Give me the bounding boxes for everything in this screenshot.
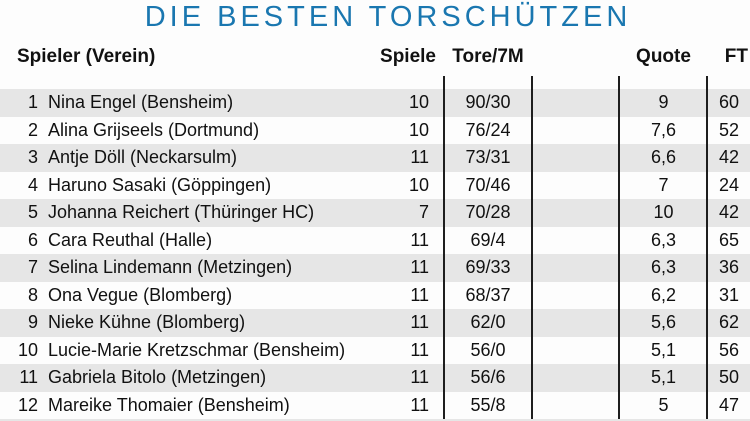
table-body: 1 Nina Engel (Bensheim) 10 90/30 9 60 2 …	[0, 89, 750, 419]
column-header-games: Spiele	[380, 46, 436, 67]
column-header-player: Spieler (Verein)	[17, 46, 156, 67]
games-cell: 11	[410, 284, 429, 305]
quote-cell: 6,2	[650, 284, 677, 305]
player-cell: Nina Engel (Bensheim)	[48, 92, 234, 113]
games-cell: 11	[410, 257, 429, 278]
goals-cell: 90/30	[465, 92, 511, 113]
column-divider-games-goals	[443, 76, 445, 421]
rank-cell: 5	[27, 202, 38, 223]
page-title: DIE BESTEN TORSCHÜTZEN	[144, 1, 632, 33]
table-row: 10 Lucie-Marie Kretzschmar (Bensheim) 11…	[0, 337, 750, 365]
column-divider-empty-quote	[618, 76, 620, 421]
games-cell: 11	[410, 394, 429, 415]
games-cell: 11	[410, 339, 429, 360]
table-row: 4 Haruno Sasaki (Göppingen) 10 70/46 7 2…	[0, 172, 750, 200]
column-header-quote: Quote	[636, 46, 691, 67]
goals-cell: 69/4	[470, 229, 506, 250]
ft-cell: 60	[718, 92, 740, 113]
player-cell: Mareike Thomaier (Bensheim)	[48, 394, 290, 415]
rank-cell: 1	[27, 92, 38, 113]
goals-cell: 62/0	[470, 312, 506, 333]
rank-cell: 3	[27, 147, 38, 168]
goals-cell: 73/31	[465, 147, 511, 168]
quote-cell: 6,6	[650, 147, 677, 168]
column-divider-goals-empty	[531, 76, 533, 421]
ft-cell: 42	[718, 147, 740, 168]
player-cell: Cara Reuthal (Halle)	[48, 229, 213, 250]
rank-cell: 9	[27, 312, 38, 333]
quote-cell: 5	[658, 394, 669, 415]
quote-cell: 6,3	[650, 257, 677, 278]
games-cell: 11	[410, 367, 429, 388]
rank-cell: 4	[27, 174, 38, 195]
rank-cell: 12	[17, 394, 38, 415]
ft-cell: 42	[718, 202, 740, 223]
ft-cell: 31	[718, 284, 740, 305]
ft-cell: 24	[718, 174, 740, 195]
games-cell: 11	[410, 312, 429, 333]
ft-cell: 36	[718, 257, 740, 278]
quote-cell: 5,1	[650, 367, 677, 388]
ft-cell: 50	[718, 367, 740, 388]
goals-cell: 56/0	[470, 339, 506, 360]
table-row: 8 Ona Vegue (Blomberg) 11 68/37 6,2 31	[0, 282, 750, 310]
player-cell: Nieke Kühne (Blomberg)	[48, 312, 246, 333]
ft-cell: 62	[718, 312, 740, 333]
ft-cell: 65	[718, 229, 740, 250]
table-row: 11 Gabriela Bitolo (Metzingen) 11 56/6 5…	[0, 364, 750, 392]
cropped-next-row-sliver	[0, 419, 750, 421]
quote-cell: 5,6	[650, 312, 677, 333]
table-row: 9 Nieke Kühne (Blomberg) 11 62/0 5,6 62	[0, 309, 750, 337]
table-row: 1 Nina Engel (Bensheim) 10 90/30 9 60	[0, 89, 750, 117]
goals-cell: 68/37	[465, 284, 511, 305]
table-row: 12 Mareike Thomaier (Bensheim) 11 55/8 5…	[0, 392, 750, 420]
player-cell: Antje Döll (Neckarsulm)	[48, 147, 238, 168]
quote-cell: 10	[653, 202, 674, 223]
player-cell: Johanna Reichert (Thüringer HC)	[48, 202, 315, 223]
games-cell: 10	[408, 92, 429, 113]
rank-cell: 8	[27, 284, 38, 305]
ft-cell: 56	[718, 339, 740, 360]
player-cell: Haruno Sasaki (Göppingen)	[48, 174, 272, 195]
column-header-ft: FT	[724, 46, 748, 67]
table-row: 2 Alina Grijseels (Dortmund) 10 76/24 7,…	[0, 117, 750, 145]
ft-cell: 52	[718, 119, 740, 140]
quote-cell: 9	[658, 92, 669, 113]
games-cell: 7	[418, 202, 429, 223]
quote-cell: 7	[658, 174, 669, 195]
rank-cell: 6	[27, 229, 38, 250]
goals-cell: 70/28	[465, 202, 511, 223]
goals-cell: 55/8	[470, 394, 506, 415]
games-cell: 11	[410, 229, 429, 250]
quote-cell: 7,6	[650, 119, 677, 140]
quote-cell: 6,3	[650, 229, 677, 250]
games-cell: 11	[410, 147, 429, 168]
player-cell: Alina Grijseels (Dortmund)	[48, 119, 260, 140]
quote-cell: 5,1	[650, 339, 677, 360]
goals-cell: 70/46	[465, 174, 511, 195]
player-cell: Selina Lindemann (Metzingen)	[48, 257, 293, 278]
player-cell: Lucie-Marie Kretzschmar (Bensheim)	[48, 339, 346, 360]
ft-cell: 47	[718, 394, 740, 415]
table-row: 5 Johanna Reichert (Thüringer HC) 7 70/2…	[0, 199, 750, 227]
table-header-row: Spieler (Verein) Spiele Tore/7M Quote FT	[0, 44, 750, 70]
table-row: 6 Cara Reuthal (Halle) 11 69/4 6,3 65	[0, 227, 750, 255]
rank-cell: 11	[19, 367, 38, 388]
table-row: 7 Selina Lindemann (Metzingen) 11 69/33 …	[0, 254, 750, 282]
games-cell: 10	[408, 174, 429, 195]
goals-cell: 76/24	[465, 119, 511, 140]
goals-cell: 69/33	[465, 257, 511, 278]
column-header-goals: Tore/7M	[452, 46, 524, 67]
player-cell: Ona Vegue (Blomberg)	[48, 284, 233, 305]
column-divider-quote-ft	[706, 76, 708, 421]
goals-cell: 56/6	[470, 367, 506, 388]
player-cell: Gabriela Bitolo (Metzingen)	[48, 367, 267, 388]
games-cell: 10	[408, 119, 429, 140]
rank-cell: 2	[27, 119, 38, 140]
rank-cell: 7	[27, 257, 38, 278]
table-row: 3 Antje Döll (Neckarsulm) 11 73/31 6,6 4…	[0, 144, 750, 172]
rank-cell: 10	[17, 339, 38, 360]
